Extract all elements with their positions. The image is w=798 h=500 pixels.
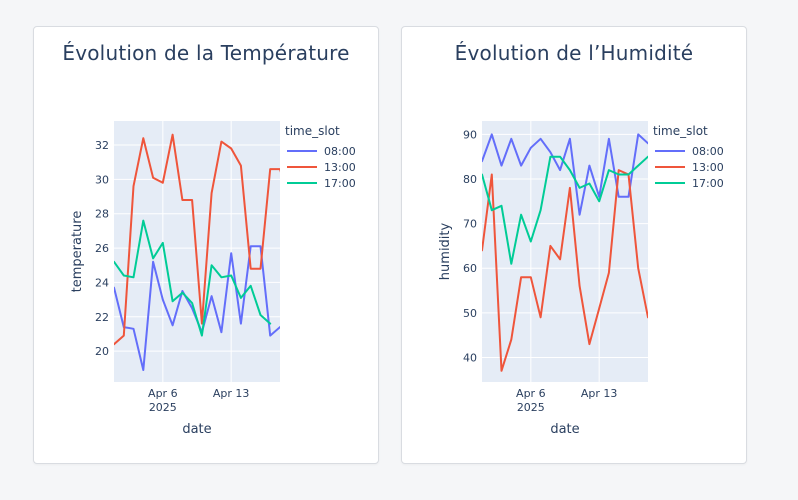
x-year-label: 2025 (517, 401, 545, 414)
x-tick-label: Apr 6 (516, 387, 546, 400)
y-tick-label: 60 (463, 262, 477, 275)
x-year-label: 2025 (149, 401, 177, 414)
legend-label: 08:00 (324, 145, 356, 158)
y-tick-label: 22 (95, 311, 109, 324)
series-line-0800[interactable] (482, 133, 648, 216)
y-tick-label: 80 (463, 173, 477, 186)
series-line-1700[interactable] (482, 155, 648, 265)
chart-title: Évolution de la Température (62, 41, 350, 65)
legend-title: time_slot (285, 124, 340, 138)
y-tick-label: 28 (95, 208, 109, 221)
y-axis-title: humidity (438, 222, 453, 280)
chart-title: Évolution de l’Humidité (454, 41, 694, 65)
humidity-chart-card: Évolution de l’Humidité 40 50 60 70 80 90 Apr … (401, 26, 747, 464)
x-tick-label: Apr 6 (148, 387, 178, 400)
series-line-1700[interactable] (114, 219, 272, 337)
y-tick-label: 40 (463, 351, 477, 364)
humidity-chart[interactable]: 40 50 60 70 80 90 Apr 6 Apr 13 2025 date humidity t… (402, 27, 746, 463)
legend-label: 17:00 (324, 177, 356, 190)
y-tick-label: 50 (463, 307, 477, 320)
legend-label: 13:00 (692, 161, 724, 174)
x-tick-label: Apr 13 (581, 387, 618, 400)
y-tick-label: 20 (95, 345, 109, 358)
series-line-1300[interactable] (482, 169, 648, 372)
x-axis-title: date (182, 422, 211, 437)
x-axis-title: date (550, 422, 579, 437)
y-axis-title: temperature (70, 211, 85, 293)
legend-label: 08:00 (692, 145, 724, 158)
x-tick-label: Apr 13 (213, 387, 250, 400)
legend-label: 17:00 (692, 177, 724, 190)
legend-title: time_slot (653, 124, 708, 138)
series-line-1300[interactable] (114, 133, 290, 346)
y-tick-label: 32 (95, 139, 109, 152)
legend-label: 13:00 (324, 161, 356, 174)
y-tick-label: 26 (95, 242, 109, 255)
series-group (114, 133, 290, 371)
y-tick-label: 24 (95, 276, 109, 289)
plot-background (482, 121, 648, 382)
temperature-chart-card: Évolution de la Température 20 22 24 26 28 30… (33, 26, 379, 464)
y-tick-label: 70 (463, 218, 477, 231)
y-tick-label: 90 (463, 128, 477, 141)
temperature-chart[interactable]: 20 22 24 26 28 30 32 Apr 6 Apr 13 2025 date tempera… (34, 27, 378, 463)
y-tick-label: 30 (95, 173, 109, 186)
series-group (482, 133, 648, 372)
